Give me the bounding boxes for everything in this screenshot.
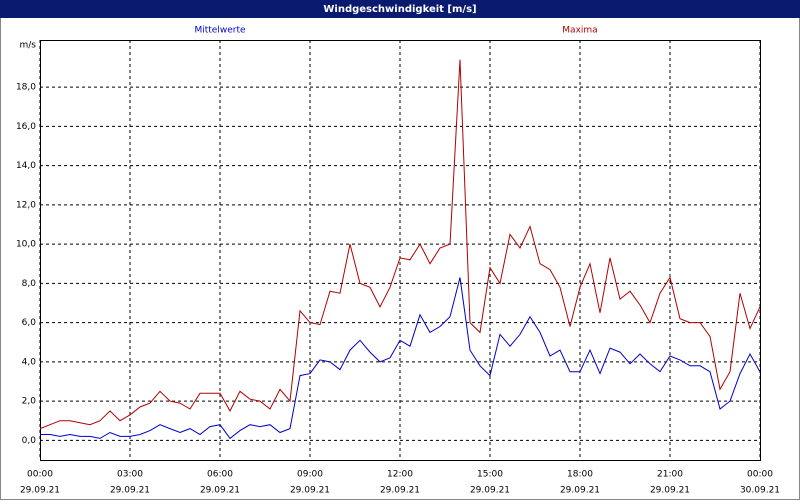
- x-tick-date: 29.09.21: [20, 486, 60, 496]
- chart-title: Windgeschwindigkeit [m/s]: [323, 4, 476, 15]
- x-tick-label: 00:00: [747, 470, 773, 480]
- y-tick-label: 6,0: [22, 318, 37, 328]
- y-tick-label: 18,0: [16, 83, 36, 93]
- y-tick-label: 2,0: [22, 397, 37, 407]
- legend-entry: Maxima: [562, 26, 597, 36]
- x-tick-label: 03:00: [117, 470, 143, 480]
- x-tick-date: 29.09.21: [290, 486, 330, 496]
- title-bar: [0, 0, 800, 18]
- y-tick-label: 4,0: [22, 357, 37, 367]
- x-tick-label: 18:00: [567, 470, 593, 480]
- x-tick-date: 29.09.21: [650, 486, 690, 496]
- x-tick-date: 29.09.21: [560, 486, 600, 496]
- y-unit: m/s: [20, 41, 37, 51]
- x-tick-date: 29.09.21: [110, 486, 150, 496]
- y-tick-label: 12,0: [16, 200, 36, 210]
- y-tick-label: 14,0: [16, 161, 36, 171]
- x-tick-label: 09:00: [297, 470, 323, 480]
- x-tick-date: 29.09.21: [470, 486, 510, 496]
- x-tick-date: 30.09.21: [740, 486, 780, 496]
- x-tick-label: 00:00: [27, 470, 53, 480]
- x-tick-label: 15:00: [477, 470, 503, 480]
- y-tick-label: 0,0: [22, 436, 37, 446]
- y-tick-label: 8,0: [22, 279, 37, 289]
- series-line: [40, 277, 761, 440]
- y-tick-label: 16,0: [16, 122, 36, 132]
- x-tick-date: 29.09.21: [380, 486, 420, 496]
- x-tick-label: 06:00: [207, 470, 233, 480]
- x-tick-date: 29.09.21: [200, 486, 240, 496]
- y-tick-label: 10,0: [16, 240, 36, 250]
- series-line: [39, 59, 761, 430]
- legend-entry: Mittelwerte: [194, 26, 245, 36]
- x-tick-label: 21:00: [657, 470, 683, 480]
- x-tick-label: 12:00: [387, 470, 413, 480]
